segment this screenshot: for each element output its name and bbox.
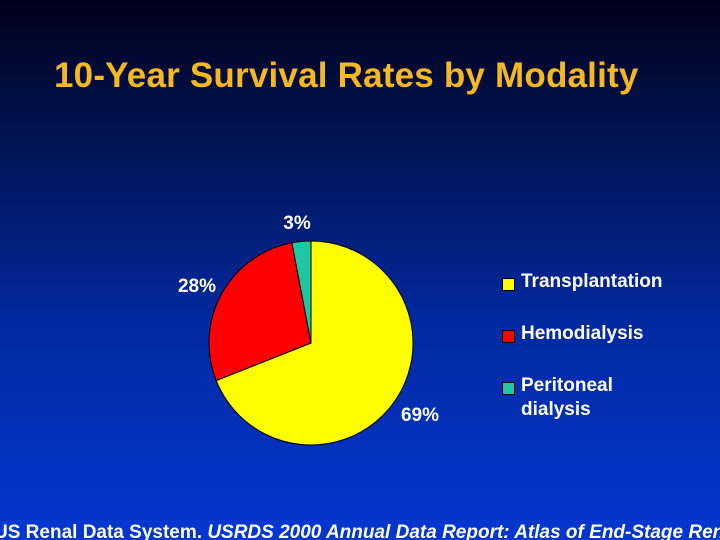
page-title: 10-Year Survival Rates by Modality <box>54 56 639 95</box>
source-citation-title: USRDS 2000 Annual Data Report: Atlas of … <box>207 522 720 540</box>
legend-label-peritoneal-dialysis: Peritoneal dialysis <box>521 375 613 420</box>
legend-swatch-hemodialysis <box>502 330 515 343</box>
data-label-hemodialysis: 28% <box>178 276 216 297</box>
legend-label-transplantation: Transplantation <box>521 271 663 292</box>
source-citation-prefix: US Renal Data System. <box>0 522 208 540</box>
data-label-transplantation: 69% <box>401 405 439 426</box>
legend-label-hemodialysis: Hemodialysis <box>521 323 644 344</box>
data-label-peritoneal-dialysis: 3% <box>283 213 311 234</box>
pie-slice-hemodialysis <box>208 242 312 382</box>
pie-slices <box>208 240 414 446</box>
legend-swatch-peritoneal-dialysis <box>502 382 515 395</box>
pie-slice-transplantation <box>215 240 414 446</box>
pie-slice-peritoneal-dialysis <box>291 240 312 344</box>
pie-labels: 69% 28% 3% <box>178 213 439 426</box>
legend-swatch-transplantation <box>502 278 515 291</box>
source-citation: US Renal Data System. USRDS 2000 Annual … <box>0 522 720 540</box>
